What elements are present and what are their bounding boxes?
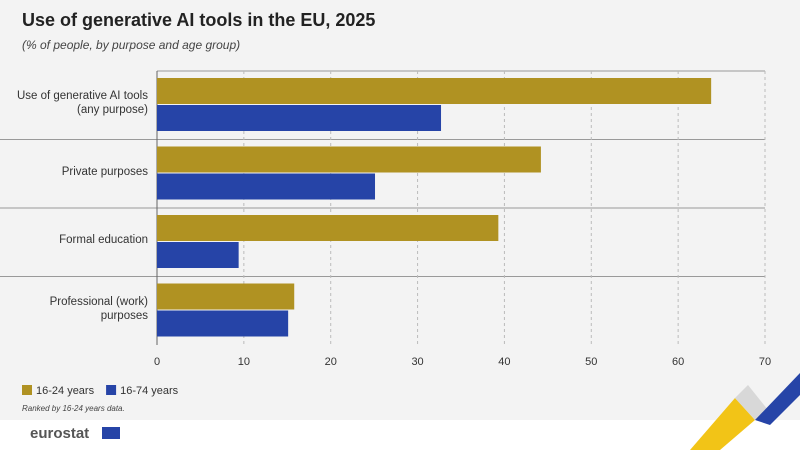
x-tick-label: 60 (672, 356, 684, 368)
chart-title: Use of generative AI tools in the EU, 20… (22, 10, 375, 30)
ribbon-yellow (690, 398, 755, 450)
category-label: Private purposes (61, 165, 148, 178)
x-tick-label: 10 (238, 356, 250, 368)
x-tick-label: 70 (759, 356, 771, 368)
legend-swatch (106, 385, 117, 395)
bar (157, 310, 289, 337)
x-tick-label: 0 (154, 356, 160, 368)
logo-text: eurostat (30, 425, 89, 442)
bar (157, 105, 442, 131)
ribbon-blue (755, 373, 800, 425)
legend-label: 16-74 years (120, 385, 179, 397)
category-label: Professional (work) purposes (49, 295, 148, 322)
category-label: Formal education (59, 234, 148, 247)
legend-label: 16-24 years (36, 385, 95, 397)
footer (0, 420, 800, 450)
bar (157, 173, 376, 200)
x-tick-label: 30 (411, 356, 423, 368)
bar (157, 78, 712, 104)
bar (157, 215, 499, 241)
bar (157, 242, 239, 268)
ribbon-fold (735, 385, 768, 420)
category-label: Use of generative AI tools (any purpose) (16, 90, 148, 117)
x-tick-label: 20 (325, 356, 337, 368)
eu-flag (102, 427, 120, 439)
legend-swatch (22, 385, 32, 395)
x-tick-label: 40 (498, 356, 510, 368)
note: Ranked by 16-24 years data. (22, 404, 125, 413)
x-tick-label: 50 (585, 356, 597, 368)
bar (157, 283, 295, 310)
bar (157, 146, 541, 173)
chart-subtitle: (% of people, by purpose and age group) (22, 38, 240, 52)
